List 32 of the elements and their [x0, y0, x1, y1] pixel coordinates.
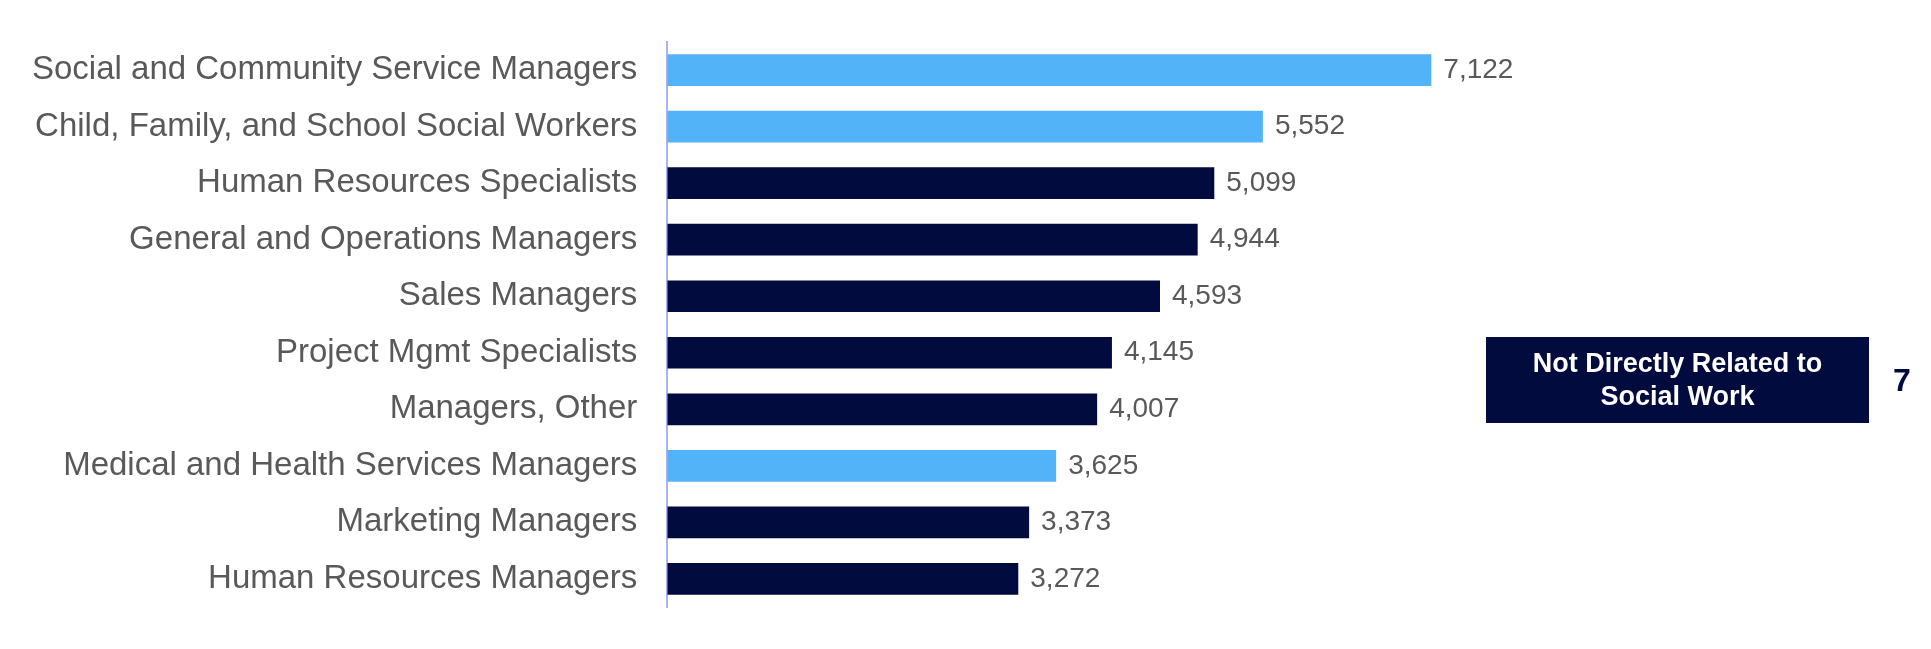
data-label: 4,593	[1172, 278, 1243, 310]
text: Not Directly Related to Social Work	[1486, 337, 1869, 423]
bar	[667, 563, 1019, 595]
y-tick-label: Human Resources Managers	[208, 558, 638, 596]
y-tick-label: Social and Community Service Managers	[32, 49, 638, 87]
data-label: 3,373	[1041, 505, 1112, 537]
y-tick-label: Medical and Health Services Managers	[63, 444, 638, 482]
bar	[667, 167, 1215, 199]
data-label: 3,625	[1068, 448, 1139, 480]
bar	[667, 450, 1057, 482]
y-tick-label: Sales Managers	[398, 275, 638, 313]
bar	[667, 336, 1112, 369]
y-tick-label: Marketing Managers	[336, 501, 638, 539]
bar	[667, 506, 1030, 539]
y-tick-label: General and Operations Managers	[129, 218, 638, 256]
data-label: 4,007	[1109, 392, 1180, 424]
data-label: 3,272	[1030, 561, 1101, 593]
data-label: 4,145	[1123, 335, 1195, 367]
bar	[667, 54, 1432, 86]
y-tick-label: Project Mgmt Specialists	[275, 331, 638, 369]
y-tick-label: Managers, Other	[389, 388, 638, 426]
data-label: 7,122	[1443, 52, 1514, 84]
bar	[667, 223, 1198, 256]
text: 7	[1893, 361, 1911, 399]
y-tick-label: Human Resources Specialists	[197, 162, 638, 200]
bar	[667, 110, 1263, 143]
data-label: 5,552	[1274, 109, 1345, 141]
bar	[667, 280, 1161, 313]
y-tick-label: Child, Family, and School Social Workers	[35, 105, 638, 143]
data-label: 5,099	[1226, 165, 1297, 197]
data-label: 4,944	[1209, 222, 1280, 254]
bar	[667, 393, 1098, 426]
